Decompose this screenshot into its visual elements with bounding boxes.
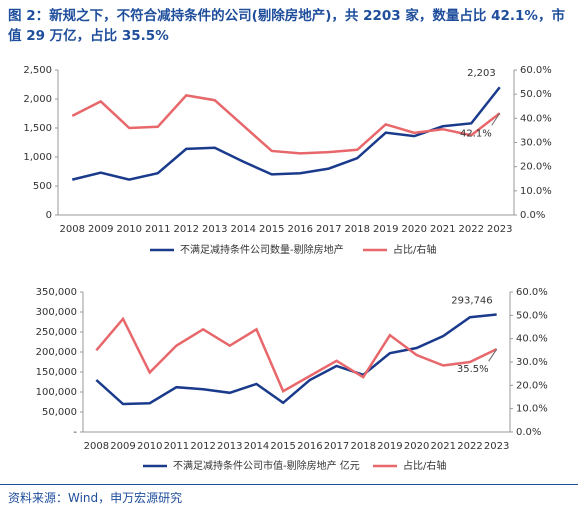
y2-tick-label: 60.0% (516, 287, 548, 298)
x-tick-label: 2020 (402, 224, 427, 235)
x-tick-label: 2012 (174, 224, 199, 235)
y-tick-label: 250,000 (36, 327, 77, 338)
leader (491, 112, 501, 126)
y2-tick-label: 30.0% (520, 138, 552, 149)
y2-tick-label: 40.0% (520, 113, 552, 124)
x-tick-label: 2014 (231, 224, 256, 235)
x-tick-label: 2020 (404, 441, 429, 452)
y2-tick-label: 30.0% (516, 357, 548, 368)
x-tick-label: 2016 (288, 224, 313, 235)
y2-tick-label: 60.0% (520, 65, 552, 76)
x-tick-label: 2014 (244, 441, 269, 452)
x-tick-label: 2010 (137, 441, 162, 452)
x-tick-label: 2012 (190, 441, 215, 452)
leader (488, 348, 498, 362)
y2-tick-label: 10.0% (520, 186, 552, 197)
x-tick-label: 2023 (484, 441, 509, 452)
source-note: 资料来源：Wind，申万宏源研究 (8, 491, 183, 505)
y-tick-label: 100,000 (36, 387, 77, 398)
y-tick-label: 50,000 (42, 407, 77, 418)
y2-tick-label: 40.0% (516, 334, 548, 345)
value-label: 2,203 (467, 68, 496, 79)
x-tick-label: 2021 (430, 224, 455, 235)
y-tick-label: 2,500 (23, 65, 52, 76)
x-tick-label: 2019 (373, 224, 398, 235)
y-tick-label: 0 (46, 210, 52, 221)
x-tick-label: 2013 (202, 224, 227, 235)
y-tick-label: - (73, 427, 77, 438)
divider (0, 484, 578, 485)
x-tick-label: 2016 (297, 441, 322, 452)
x-tick-label: 2018 (345, 224, 370, 235)
y2-tick-label: 50.0% (520, 89, 552, 100)
y-tick-label: 350,000 (36, 287, 77, 298)
x-tick-label: 2017 (316, 224, 341, 235)
y2-tick-label: 0.0% (516, 427, 541, 438)
y-tick-label: 300,000 (36, 307, 77, 318)
y-tick-label: 2,000 (23, 94, 52, 105)
x-tick-label: 2015 (270, 441, 295, 452)
x-tick-label: 2021 (431, 441, 456, 452)
legend-label: 占比/右轴 (393, 243, 436, 256)
x-tick-label: 2009 (110, 441, 135, 452)
legend-label: 不满足减持条件公司市值-剔除房地产 亿元 (173, 459, 360, 472)
x-tick-label: 2008 (84, 441, 109, 452)
x-tick-label: 2011 (164, 441, 189, 452)
value-label: 42.1% (460, 128, 492, 139)
x-tick-label: 2022 (457, 441, 482, 452)
x-tick-label: 2017 (324, 441, 349, 452)
series-line (71, 94, 501, 155)
y2-tick-label: 50.0% (516, 310, 548, 321)
y2-tick-label: 20.0% (520, 162, 552, 173)
x-tick-label: 2008 (60, 224, 85, 235)
value-label: 293,746 (451, 296, 492, 307)
y-tick-label: 1,500 (23, 123, 52, 134)
x-tick-label: 2010 (117, 224, 142, 235)
y-tick-label: 1,000 (23, 152, 52, 163)
y-tick-label: 200,000 (36, 347, 77, 358)
x-tick-label: 2018 (350, 441, 375, 452)
y2-tick-label: 0.0% (520, 210, 545, 221)
x-tick-label: 2022 (459, 224, 484, 235)
x-tick-label: 2011 (145, 224, 170, 235)
x-tick-label: 2023 (487, 224, 512, 235)
legend-label: 不满足减持条件公司数量-剔除房地产 (180, 243, 344, 256)
y-tick-label: 150,000 (36, 367, 77, 378)
series-line (95, 316, 498, 393)
x-tick-label: 2019 (377, 441, 402, 452)
series-line (71, 86, 501, 181)
y2-tick-label: 10.0% (516, 404, 548, 415)
y-tick-label: 500 (33, 181, 52, 192)
charts: 0 500 1,000 1,500 2,000 2,500 0.0% 10.0% 20.0% 30… (23, 65, 552, 472)
legend-label: 占比/右轴 (403, 459, 446, 472)
x-tick-label: 2015 (259, 224, 284, 235)
x-tick-label: 2009 (88, 224, 113, 235)
series-line (95, 313, 497, 406)
figure-title: 图 2：新规之下，不符合减持条件的公司(剔除房地产)，共 2203 家，数量占比… (8, 8, 565, 44)
value-label: 35.5% (457, 364, 489, 375)
x-tick-label: 2013 (217, 441, 242, 452)
y2-tick-label: 20.0% (516, 380, 548, 391)
